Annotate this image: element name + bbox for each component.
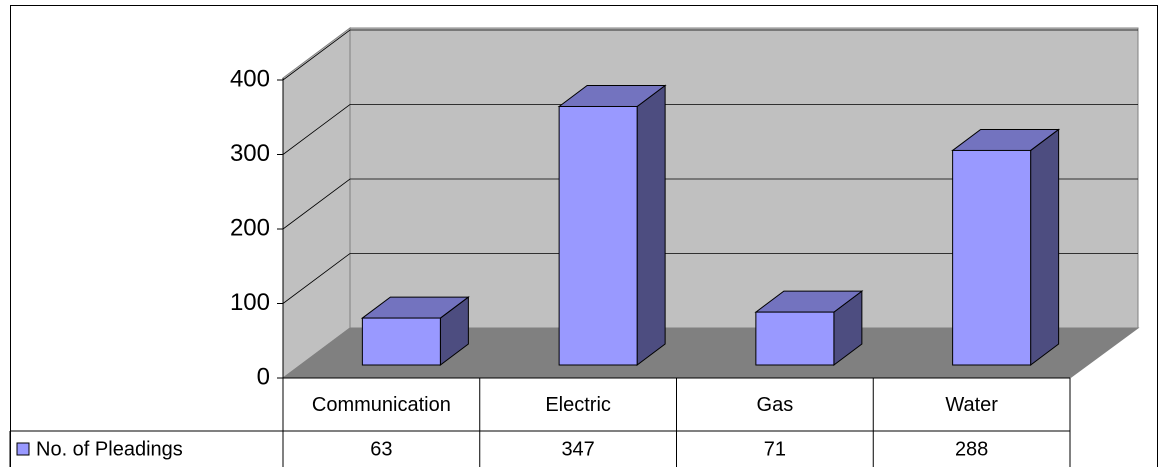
legend-swatch	[16, 442, 30, 456]
bar-side	[1030, 128, 1060, 366]
bar	[557, 84, 667, 366]
bar	[360, 296, 470, 366]
x-tick-label: Gas	[757, 394, 794, 416]
y-tick-label: 100	[230, 289, 270, 316]
side-wall	[282, 27, 351, 379]
table-value: 71	[764, 438, 786, 460]
y-tick-label: 400	[230, 65, 270, 92]
x-tick-label: Water	[945, 394, 998, 416]
bar-front	[558, 105, 638, 366]
bar	[951, 128, 1061, 366]
grid-line	[282, 104, 1138, 155]
bars	[360, 84, 1061, 366]
grid: 0 100 200 300 400	[230, 29, 1138, 390]
y-tick-label: 300	[230, 140, 270, 167]
table-value: 288	[955, 438, 988, 460]
legend-label: No. of Pleadings	[36, 438, 183, 460]
x-tick-label: Electric	[545, 394, 611, 416]
x-tick-label: Communication	[312, 394, 451, 416]
table-value: 63	[370, 438, 392, 460]
data-table: Communication 63 Electric 347 Gas 71 Water 288 N…	[9, 377, 1071, 467]
y-tick-label: 200	[230, 214, 270, 241]
grid-line	[282, 178, 1138, 230]
grid-line	[282, 253, 1138, 304]
bar-front	[952, 149, 1032, 366]
grid-line	[282, 29, 1138, 81]
bar-side	[636, 84, 666, 366]
table-value: 347	[561, 438, 594, 460]
bar-front	[361, 317, 441, 366]
bar-front	[755, 311, 835, 366]
y-tick-label: 0	[257, 363, 270, 390]
bar	[754, 290, 864, 366]
